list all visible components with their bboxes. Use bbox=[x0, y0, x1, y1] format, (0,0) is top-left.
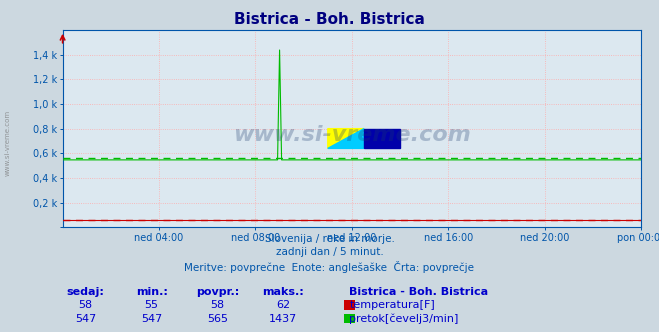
Polygon shape bbox=[328, 129, 364, 148]
Text: 58: 58 bbox=[210, 300, 225, 310]
Text: min.:: min.: bbox=[136, 287, 167, 297]
Text: Slovenija / reke in morje.: Slovenija / reke in morje. bbox=[264, 234, 395, 244]
Text: 547: 547 bbox=[141, 314, 162, 324]
Text: 565: 565 bbox=[207, 314, 228, 324]
Polygon shape bbox=[328, 129, 364, 148]
Text: Bistrica - Boh. Bistrica: Bistrica - Boh. Bistrica bbox=[234, 12, 425, 27]
Text: www.si-vreme.com: www.si-vreme.com bbox=[5, 110, 11, 176]
Text: zadnji dan / 5 minut.: zadnji dan / 5 minut. bbox=[275, 247, 384, 257]
Text: sedaj:: sedaj: bbox=[67, 287, 105, 297]
Text: povpr.:: povpr.: bbox=[196, 287, 239, 297]
Text: 547: 547 bbox=[75, 314, 96, 324]
Text: 62: 62 bbox=[276, 300, 291, 310]
Text: www.si-vreme.com: www.si-vreme.com bbox=[233, 124, 471, 144]
Text: 58: 58 bbox=[78, 300, 93, 310]
Text: temperatura[F]: temperatura[F] bbox=[349, 300, 435, 310]
Polygon shape bbox=[364, 129, 400, 148]
Text: pretok[čevelj3/min]: pretok[čevelj3/min] bbox=[349, 314, 459, 324]
Text: Bistrica - Boh. Bistrica: Bistrica - Boh. Bistrica bbox=[349, 287, 488, 297]
Text: Meritve: povprečne  Enote: anglešaške  Črta: povprečje: Meritve: povprečne Enote: anglešaške Črt… bbox=[185, 261, 474, 273]
Text: 55: 55 bbox=[144, 300, 159, 310]
Text: 1437: 1437 bbox=[270, 314, 297, 324]
Text: maks.:: maks.: bbox=[262, 287, 304, 297]
